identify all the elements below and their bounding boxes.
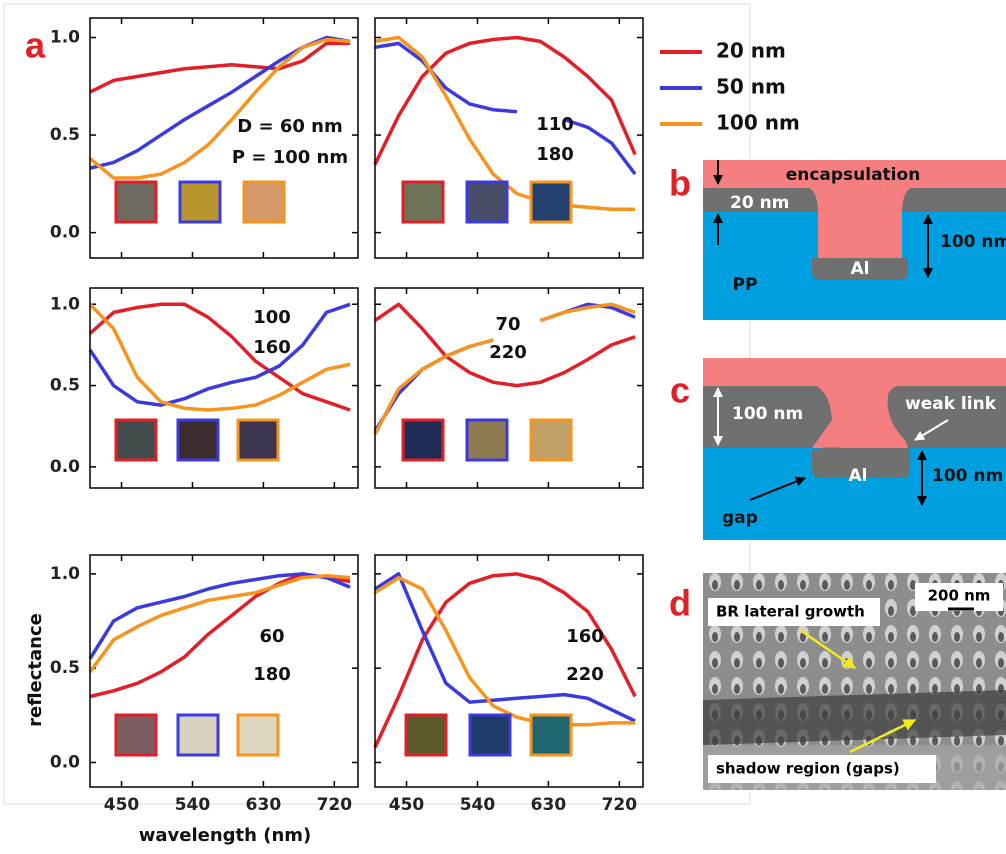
color-swatch bbox=[467, 182, 507, 222]
x-tick-label: 450 bbox=[389, 795, 425, 815]
y-tick-label: 0.5 bbox=[50, 658, 80, 678]
series-line bbox=[90, 574, 350, 659]
annotation: P = 100 nm bbox=[232, 147, 348, 168]
series-line bbox=[90, 43, 350, 92]
legend-label: 50 nm bbox=[716, 75, 786, 99]
panel-label: b bbox=[669, 163, 691, 204]
figure: a b c d encapsulation 20 nm 100 nm Al PP… bbox=[0, 0, 1006, 854]
label: weak link bbox=[905, 394, 997, 414]
label: gap bbox=[722, 508, 758, 528]
annotation: 100 bbox=[253, 307, 291, 328]
scale-bar-label: 200 nm bbox=[928, 587, 991, 605]
label: 100 nm bbox=[732, 404, 803, 424]
diagram-c: 100 nm weak link Al 100 nm gap bbox=[703, 358, 1006, 540]
x-tick-label: 540 bbox=[460, 795, 496, 815]
color-swatch bbox=[116, 715, 156, 755]
color-swatch bbox=[178, 715, 218, 755]
color-swatch bbox=[238, 715, 278, 755]
y-tick-label: 0.5 bbox=[50, 125, 80, 145]
panel-label: d bbox=[669, 583, 691, 624]
annotation: 220 bbox=[566, 664, 604, 685]
label: encapsulation bbox=[786, 165, 921, 185]
x-tick-label: 630 bbox=[246, 795, 282, 815]
x-tick-label: 720 bbox=[602, 795, 638, 815]
color-swatch bbox=[531, 420, 571, 460]
color-swatch bbox=[531, 715, 571, 755]
series-line bbox=[90, 304, 350, 405]
annotation: D = 60 nm bbox=[237, 116, 342, 137]
panel-label: a bbox=[25, 25, 46, 66]
image-d: 200 nm BR lateral growth shadow region (… bbox=[703, 573, 1006, 790]
plot: 0.0 0.5 1.0 D = 60 nm P = 100 nm bbox=[50, 18, 358, 258]
annotation: 160 bbox=[566, 626, 604, 647]
annotation: 180 bbox=[253, 664, 291, 685]
color-swatch bbox=[531, 182, 571, 222]
label: PP bbox=[733, 275, 758, 295]
plot: 450 540 630 720 160 220 bbox=[375, 555, 643, 815]
label: Al bbox=[849, 466, 868, 486]
y-tick-label: 1.0 bbox=[50, 564, 80, 584]
label: Al bbox=[851, 259, 870, 279]
color-swatch bbox=[116, 182, 156, 222]
color-swatch bbox=[180, 182, 220, 222]
plot: 0.0 0.5 1.0 100 160 bbox=[50, 288, 358, 488]
series-line bbox=[375, 574, 635, 721]
color-swatch bbox=[238, 420, 278, 460]
y-tick-label: 0.0 bbox=[50, 457, 80, 477]
plot: 0.0 0.5 1.0 450 540 630 720 60 180 wavelength (nm… bbox=[25, 555, 358, 846]
color-swatch bbox=[403, 420, 443, 460]
series-line bbox=[375, 43, 635, 174]
annotation: 220 bbox=[489, 342, 527, 363]
annotation: 180 bbox=[536, 144, 574, 165]
y-tick-label: 1.0 bbox=[50, 28, 80, 48]
annotation: 110 bbox=[536, 114, 574, 135]
trench bbox=[805, 185, 915, 258]
color-swatch bbox=[403, 182, 443, 222]
x-tick-label: 540 bbox=[175, 795, 211, 815]
color-swatch bbox=[467, 420, 507, 460]
label: shadow region (gaps) bbox=[716, 760, 900, 778]
x-tick-label: 720 bbox=[317, 795, 353, 815]
y-axis-label: reflectance bbox=[25, 613, 46, 727]
label: 20 nm bbox=[730, 193, 789, 213]
color-swatch bbox=[406, 715, 446, 755]
x-axis-label: wavelength (nm) bbox=[139, 825, 312, 846]
panel-a-frame bbox=[4, 4, 750, 804]
legend-label: 100 nm bbox=[716, 111, 800, 135]
y-tick-label: 0.0 bbox=[50, 223, 80, 243]
label: BR lateral growth bbox=[716, 603, 865, 621]
x-tick-label: 630 bbox=[531, 795, 567, 815]
series-line bbox=[90, 574, 350, 697]
annotation: 60 bbox=[259, 626, 284, 647]
label: 100 nm bbox=[940, 232, 1006, 252]
y-tick-label: 0.0 bbox=[50, 752, 80, 772]
color-swatch bbox=[470, 715, 510, 755]
x-tick-label: 450 bbox=[104, 795, 140, 815]
color-swatch bbox=[244, 182, 284, 222]
panel-label: c bbox=[670, 370, 690, 411]
legend-label: 20 nm bbox=[716, 39, 786, 63]
annotation: 160 bbox=[253, 337, 291, 358]
color-swatch bbox=[178, 420, 218, 460]
annotation: 70 bbox=[495, 314, 520, 335]
encapsulation bbox=[703, 358, 1006, 386]
diagram-b: encapsulation 20 nm 100 nm Al PP bbox=[703, 160, 1006, 320]
y-tick-label: 1.0 bbox=[50, 294, 80, 314]
color-swatch bbox=[116, 420, 156, 460]
label: 100 nm bbox=[932, 466, 1003, 486]
y-tick-label: 0.5 bbox=[50, 376, 80, 396]
